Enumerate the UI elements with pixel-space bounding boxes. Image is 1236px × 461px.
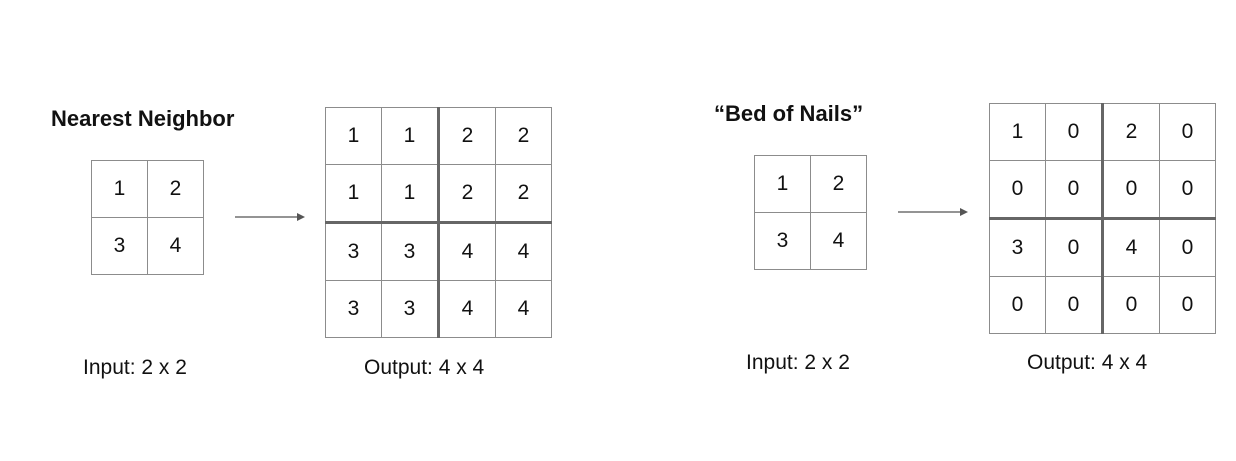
grid-cell: 0 bbox=[989, 276, 1046, 334]
grid-cell: 0 bbox=[1159, 160, 1216, 220]
grid-cell: 0 bbox=[1045, 103, 1104, 161]
grid-cell: 3 bbox=[325, 280, 382, 338]
bon-output-caption: Output: 4 x 4 bbox=[1027, 351, 1148, 374]
bon-output-grid: 1 0 2 0 0 0 0 0 3 0 4 0 0 0 0 0 bbox=[989, 103, 1216, 334]
grid-cell: 1 bbox=[381, 107, 440, 165]
grid-cell: 1 bbox=[381, 164, 440, 224]
nn-arrow-icon bbox=[235, 213, 305, 221]
bon-input-caption: Input: 2 x 2 bbox=[746, 351, 850, 374]
grid-cell: 3 bbox=[91, 217, 148, 275]
grid-cell: 0 bbox=[1102, 276, 1160, 334]
nn-output-caption: Output: 4 x 4 bbox=[364, 356, 485, 379]
bon-input-grid: 1 2 3 4 bbox=[754, 155, 867, 270]
grid-cell: 0 bbox=[1045, 160, 1104, 220]
nn-output-grid: 1 1 2 2 1 1 2 2 3 3 4 4 3 3 4 4 bbox=[325, 107, 552, 338]
grid-cell: 2 bbox=[438, 164, 496, 224]
grid-cell: 0 bbox=[1159, 276, 1216, 334]
grid-cell: 3 bbox=[754, 212, 811, 270]
grid-cell: 1 bbox=[325, 107, 382, 165]
grid-cell: 4 bbox=[438, 280, 496, 338]
nearest-neighbor-title: Nearest Neighbor bbox=[51, 106, 235, 131]
bon-arrow-icon bbox=[898, 208, 968, 216]
grid-cell: 2 bbox=[147, 160, 204, 218]
grid-cell: 4 bbox=[810, 212, 867, 270]
grid-cell: 0 bbox=[989, 160, 1046, 220]
grid-cell: 1 bbox=[989, 103, 1046, 161]
grid-cell: 4 bbox=[438, 222, 496, 281]
grid-cell: 3 bbox=[325, 222, 382, 281]
nn-input-caption: Input: 2 x 2 bbox=[83, 356, 187, 379]
grid-cell: 1 bbox=[91, 160, 148, 218]
nn-input-grid: 1 2 3 4 bbox=[91, 160, 204, 275]
grid-cell: 2 bbox=[495, 164, 552, 224]
grid-cell: 4 bbox=[147, 217, 204, 275]
bed-of-nails-title: “Bed of Nails” bbox=[714, 101, 864, 126]
grid-cell: 4 bbox=[1102, 218, 1160, 277]
grid-cell: 4 bbox=[495, 222, 552, 281]
grid-cell: 1 bbox=[325, 164, 382, 224]
grid-cell: 4 bbox=[495, 280, 552, 338]
grid-cell: 0 bbox=[1045, 218, 1104, 277]
grid-cell: 3 bbox=[989, 218, 1046, 277]
grid-cell: 3 bbox=[381, 280, 440, 338]
grid-cell: 0 bbox=[1045, 276, 1104, 334]
grid-cell: 1 bbox=[754, 155, 811, 213]
grid-cell: 0 bbox=[1102, 160, 1160, 220]
grid-cell: 0 bbox=[1159, 103, 1216, 161]
grid-cell: 2 bbox=[495, 107, 552, 165]
grid-cell: 3 bbox=[381, 222, 440, 281]
grid-cell: 0 bbox=[1159, 218, 1216, 277]
grid-cell: 2 bbox=[810, 155, 867, 213]
grid-cell: 2 bbox=[1102, 103, 1160, 161]
grid-cell: 2 bbox=[438, 107, 496, 165]
